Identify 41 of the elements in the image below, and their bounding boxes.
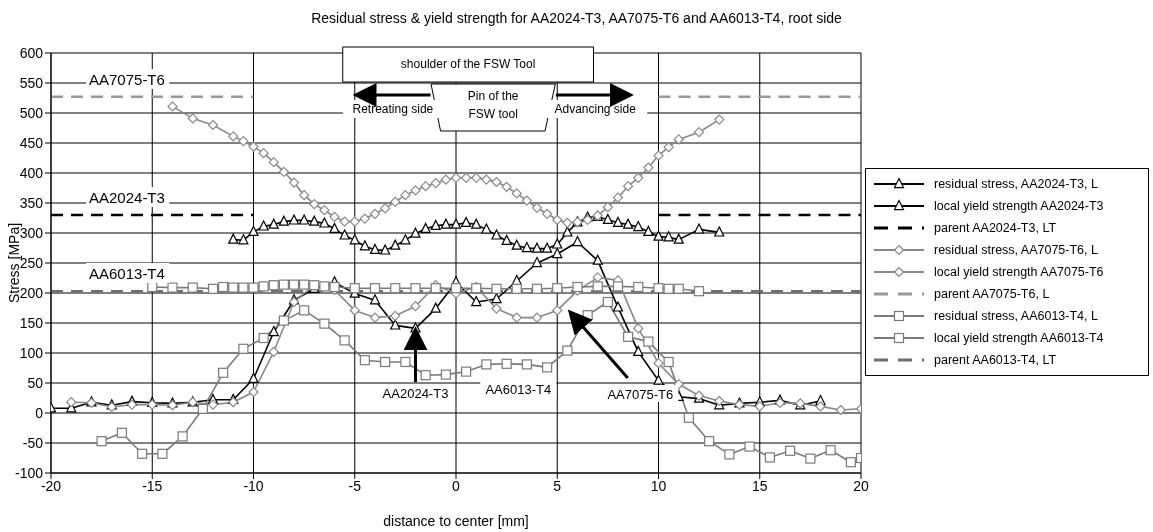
y-tick-label: 450 (19, 134, 44, 151)
annotation: Advancing side (554, 102, 637, 116)
legend-label: parent AA6013-T4, LT (934, 353, 1057, 367)
y-tick-label: 400 (19, 164, 44, 181)
legend-label: local yield strength AA2024-T3 (934, 199, 1104, 213)
annotation: AA6013-T4 (89, 264, 165, 282)
annotation: AA7075-T6 (607, 386, 674, 402)
legend-label: residual stress, AA6013-T4, L (934, 309, 1098, 323)
y-tick-label: 200 (19, 284, 44, 301)
legend-label: residual stress, AA7075-T6, L (934, 243, 1098, 257)
y-tick-label: 50 (27, 374, 44, 391)
y-tick-label: 350 (19, 194, 44, 211)
x-tick-label: -10 (243, 477, 264, 494)
x-tick-label: 0 (452, 477, 461, 494)
legend-label: local yield strength AA7075-T6 (934, 265, 1104, 279)
x-tick-label: 10 (650, 477, 667, 494)
annotation: AA2024-T3 (382, 385, 449, 401)
x-axis-title: distance to center [mm] (383, 513, 529, 529)
y-tick-label: 500 (19, 104, 44, 121)
legend-label: parent AA7075-T6, L (934, 287, 1050, 301)
y-tick-label: 550 (19, 74, 44, 91)
legend-label: local yield strength AA6013-T4 (934, 331, 1104, 345)
x-tick-label: -5 (348, 477, 362, 494)
annotation: Pin of the FSW tool (467, 89, 519, 121)
annotation: Retreating side (352, 102, 434, 116)
annotation: AA2024-T3 (89, 188, 165, 206)
x-tick-label: 20 (853, 477, 869, 494)
y-tick-label: -50 (22, 434, 44, 451)
legend-label: residual stress, AA2024-T3, L (934, 177, 1098, 191)
x-tick-label: 5 (553, 477, 562, 494)
y-tick-label: 100 (19, 344, 44, 361)
legend-label: parent AA2024-T3, LT (934, 221, 1057, 235)
chart-title: Residual stress & yield strength for AA2024-T3, AA7075-T6 and AA6013-T4, root side (310, 10, 843, 26)
x-tick-label: -15 (142, 477, 163, 494)
annotation: AA7075-T6 (89, 70, 165, 88)
y-tick-label: 150 (19, 314, 44, 331)
annotation: AA6013-T4 (485, 381, 552, 397)
y-tick-label: 0 (35, 404, 44, 421)
x-tick-label: 15 (751, 477, 768, 494)
y-tick-label: 600 (19, 44, 44, 61)
annotation: shoulder of the FSW Tool (400, 57, 536, 71)
